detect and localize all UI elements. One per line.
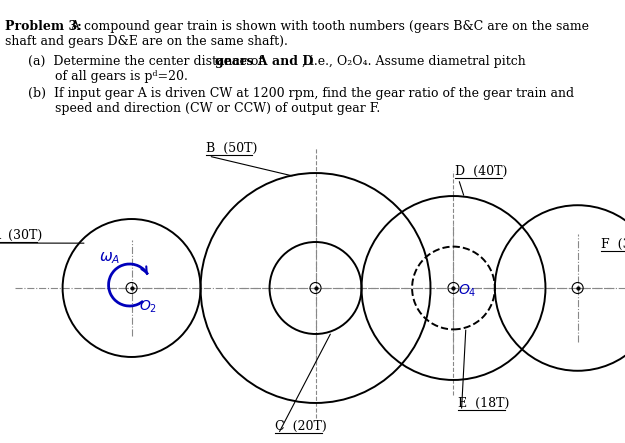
Text: $O_4$: $O_4$ xyxy=(459,283,477,299)
Text: A compound gear train is shown with tooth numbers (gears B&C are on the same: A compound gear train is shown with toot… xyxy=(67,20,589,33)
Text: E  (18T): E (18T) xyxy=(459,397,510,410)
Text: , i.e., O₂O₄. Assume diametral pitch: , i.e., O₂O₄. Assume diametral pitch xyxy=(302,55,526,68)
Text: $\omega_A$: $\omega_A$ xyxy=(99,250,120,266)
Text: F  (36T): F (36T) xyxy=(601,238,625,251)
Text: C  (20T): C (20T) xyxy=(275,420,327,433)
Text: gears A and D: gears A and D xyxy=(215,55,313,68)
Text: shaft and gears D&E are on the same shaft).: shaft and gears D&E are on the same shaf… xyxy=(5,35,288,48)
Text: $O_2$: $O_2$ xyxy=(139,299,157,315)
Text: D  (40T): D (40T) xyxy=(456,165,508,178)
Text: (b)  If input gear A is driven CW at 1200 rpm, find the gear ratio of the gear t: (b) If input gear A is driven CW at 1200… xyxy=(28,87,574,100)
Text: of all gears is pᵈ=20.: of all gears is pᵈ=20. xyxy=(55,70,188,83)
Text: Problem 3:: Problem 3: xyxy=(5,20,82,33)
Text: B  (50T): B (50T) xyxy=(206,142,257,155)
Text: A  (30T): A (30T) xyxy=(0,229,42,242)
Text: speed and direction (CW or CCW) of output gear F.: speed and direction (CW or CCW) of outpu… xyxy=(55,102,380,115)
Text: (a)  Determine the center distance of: (a) Determine the center distance of xyxy=(28,55,267,68)
